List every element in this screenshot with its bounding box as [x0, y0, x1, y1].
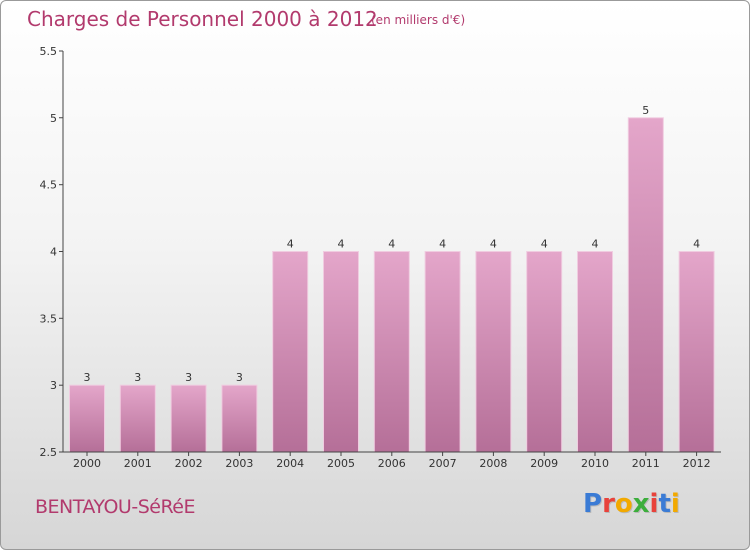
chart-title: Charges de Personnel 2000 à 2012 [27, 7, 378, 31]
bar-2002 [170, 384, 207, 453]
commune-name: BENTAYOU-SéRéE [35, 496, 195, 518]
proxiti-logo[interactable]: Proxiti [583, 489, 680, 519]
x-tick-label-2002: 2002 [175, 457, 203, 470]
y-tick-label-3.5: 3.5 [40, 312, 58, 325]
value-label-2005: 4 [338, 238, 345, 251]
x-tick-label-2009: 2009 [530, 457, 558, 470]
logo-letter: x [632, 489, 650, 519]
value-label-2009: 4 [541, 238, 548, 251]
x-tick-label-2003: 2003 [225, 457, 253, 470]
logo-letter: i [670, 489, 680, 519]
bar-2012 [678, 251, 715, 453]
bar-2008 [475, 251, 512, 453]
y-tick-label-3: 3 [50, 379, 57, 392]
value-label-2004: 4 [287, 238, 294, 251]
bar-2005 [323, 251, 359, 453]
bar-2006 [373, 251, 410, 453]
value-label-2008: 4 [490, 238, 497, 251]
value-label-2002: 3 [185, 371, 192, 384]
value-label-2007: 4 [439, 238, 446, 251]
bar-2003 [221, 384, 258, 453]
bar-2000 [69, 384, 105, 453]
labels-group: 3 2000 3 2001 3 2002 3 2003 4 2004 4 2005 4 2006 4 2007… [40, 45, 711, 470]
bar-2001 [119, 384, 156, 453]
value-label-2001: 3 [134, 371, 141, 384]
bar-2011 [627, 117, 664, 453]
x-tick-label-2001: 2001 [124, 457, 152, 470]
logo-letter: o [614, 489, 633, 519]
x-tick-label-2000: 2000 [73, 457, 101, 470]
x-tick-label-2011: 2011 [632, 457, 660, 470]
chart-unit-note: (en milliers d'€) [371, 13, 466, 27]
x-tick-label-2005: 2005 [327, 457, 355, 470]
x-tick-label-2006: 2006 [378, 457, 406, 470]
bar-2007 [424, 251, 461, 453]
value-label-2010: 4 [592, 238, 599, 251]
bar-2010 [577, 251, 613, 453]
value-label-2006: 4 [388, 238, 395, 251]
x-tick-label-2004: 2004 [276, 457, 304, 470]
value-label-2011: 5 [642, 104, 649, 117]
y-tick-label-4.5: 4.5 [40, 179, 58, 192]
value-label-2012: 4 [693, 238, 700, 251]
axes-group [59, 50, 721, 456]
value-label-2000: 3 [84, 371, 91, 384]
y-tick-label-2.5: 2.5 [40, 446, 58, 459]
logo-letter: t [658, 489, 671, 519]
value-label-2003: 3 [236, 371, 243, 384]
y-tick-label-5: 5 [50, 112, 57, 125]
x-tick-label-2012: 2012 [683, 457, 711, 470]
bars-group [69, 117, 715, 453]
y-tick-label-4: 4 [50, 246, 57, 259]
bar-2009 [526, 251, 563, 453]
bar-2004 [272, 251, 309, 453]
logo-letter: r [602, 489, 615, 519]
y-tick-label-5.5: 5.5 [40, 45, 58, 58]
logo-letter: i [649, 489, 659, 519]
x-tick-label-2008: 2008 [479, 457, 507, 470]
x-tick-label-2007: 2007 [429, 457, 457, 470]
logo-letter: P [583, 489, 603, 519]
x-tick-label-2010: 2010 [581, 457, 609, 470]
